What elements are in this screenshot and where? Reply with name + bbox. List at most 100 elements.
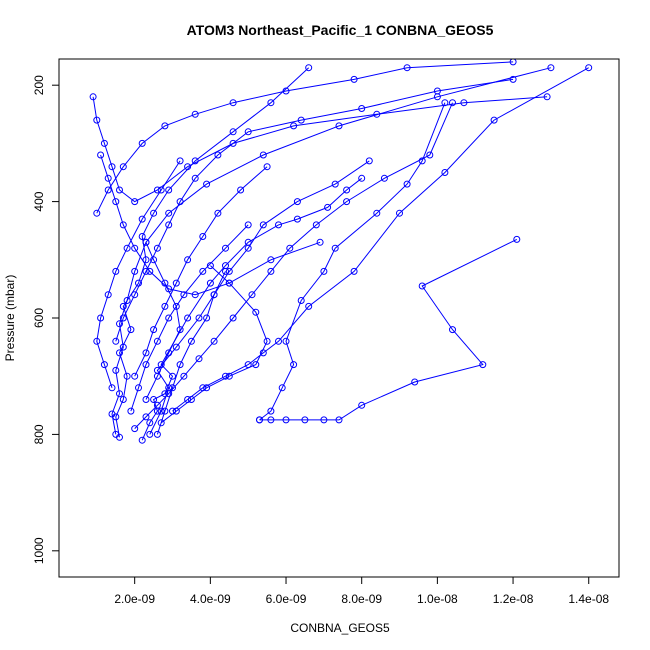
data-point xyxy=(176,361,184,369)
data-point xyxy=(157,419,165,427)
chart-title: ATOM3 Northeast_Pacific_1 CONBNA_GEOS5 xyxy=(187,22,494,38)
data-point xyxy=(131,198,139,206)
data-point xyxy=(138,139,146,147)
data-point xyxy=(433,87,441,95)
data-point xyxy=(293,215,301,223)
data-point xyxy=(161,122,169,130)
data-point xyxy=(191,291,199,299)
data-point xyxy=(180,291,188,299)
data-point xyxy=(248,291,256,299)
data-point xyxy=(97,314,105,322)
data-point xyxy=(297,297,305,304)
data-point xyxy=(165,390,173,398)
data-point xyxy=(282,87,290,95)
x-axis-label: CONBNA_GEOS5 xyxy=(290,621,390,635)
data-point xyxy=(267,256,275,264)
data-point xyxy=(119,314,127,322)
x-tick-label: 8.0e-09 xyxy=(341,592,382,606)
data-point xyxy=(89,93,97,101)
data-point xyxy=(244,221,252,229)
data-point xyxy=(116,390,123,398)
data-point xyxy=(263,163,271,171)
data-point xyxy=(112,430,120,438)
data-point xyxy=(256,416,263,424)
data-point xyxy=(331,244,339,252)
data-point xyxy=(312,221,320,229)
data-point xyxy=(112,198,120,206)
data-point xyxy=(203,314,211,322)
data-point xyxy=(161,302,169,310)
data-point xyxy=(119,221,127,229)
series-13 xyxy=(153,267,229,438)
data-point xyxy=(100,139,108,147)
data-point xyxy=(116,320,123,328)
y-axis-label: Pressure (mbar) xyxy=(3,275,17,362)
series-7 xyxy=(256,235,521,424)
y-tick-label: 800 xyxy=(32,424,46,444)
series-4 xyxy=(108,64,555,438)
data-point xyxy=(131,267,139,275)
data-point xyxy=(123,372,131,380)
data-point xyxy=(112,267,120,275)
data-point xyxy=(138,215,146,223)
data-point xyxy=(184,163,192,171)
data-point xyxy=(403,180,411,188)
data-point xyxy=(187,337,195,345)
data-point xyxy=(108,410,116,418)
data-point xyxy=(203,384,211,392)
data-point xyxy=(150,326,158,334)
data-point xyxy=(206,262,214,270)
data-point xyxy=(153,430,161,438)
y-tick-label: 600 xyxy=(32,308,46,328)
data-point xyxy=(229,314,237,322)
data-point xyxy=(509,75,517,83)
y-tick-label: 1000 xyxy=(32,537,46,564)
data-point xyxy=(411,378,419,386)
data-point xyxy=(104,186,112,194)
data-point xyxy=(229,99,237,107)
data-point xyxy=(172,343,180,351)
data-point xyxy=(119,302,127,310)
series-line xyxy=(130,224,249,412)
series-line xyxy=(96,61,514,214)
data-point xyxy=(131,372,139,380)
x-tick-label: 4.0e-09 xyxy=(190,592,231,606)
series-17 xyxy=(131,163,271,380)
data-point xyxy=(142,267,150,275)
data-point xyxy=(104,291,112,299)
data-point xyxy=(396,209,403,217)
data-point xyxy=(142,413,150,421)
data-point xyxy=(93,209,101,217)
data-point xyxy=(449,326,456,334)
data-point xyxy=(191,110,199,118)
series-line xyxy=(145,242,181,400)
data-point xyxy=(275,221,282,229)
data-point xyxy=(127,407,135,415)
data-point xyxy=(513,235,521,243)
data-point xyxy=(176,326,184,334)
series-line xyxy=(172,67,589,412)
data-point xyxy=(116,349,123,357)
series-line xyxy=(115,78,514,342)
data-point xyxy=(195,355,203,363)
data-point xyxy=(380,174,388,182)
data-point xyxy=(297,116,305,124)
x-tick-label: 1.2e-08 xyxy=(493,592,534,606)
data-point xyxy=(259,221,267,229)
data-point xyxy=(320,416,328,424)
series-16 xyxy=(93,157,184,392)
data-point xyxy=(449,99,456,107)
y-axis: 200 400 600 800 1000 xyxy=(32,75,60,564)
data-point xyxy=(191,174,199,182)
data-point xyxy=(460,99,468,107)
data-point xyxy=(373,110,381,118)
data-point xyxy=(142,349,150,357)
data-point xyxy=(225,279,233,287)
data-point xyxy=(172,407,180,415)
data-point xyxy=(199,267,207,275)
data-point xyxy=(131,425,139,433)
data-point xyxy=(324,203,332,211)
data-point xyxy=(146,430,154,438)
